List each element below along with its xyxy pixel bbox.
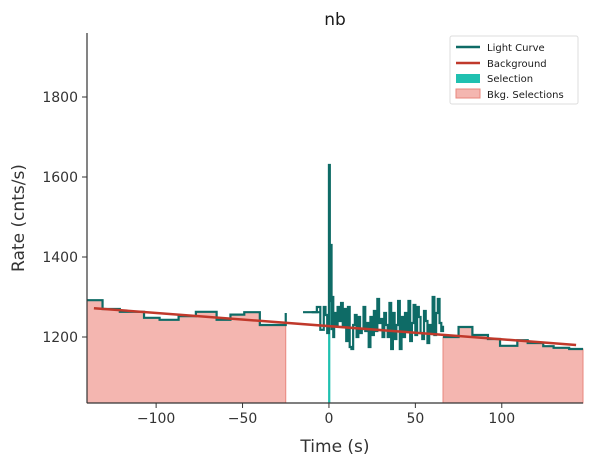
y-tick-label: 1800 [42, 90, 78, 106]
light-curve-segment-4 [443, 325, 583, 351]
x-ticks: −100 −50 0 50 100 [137, 403, 515, 427]
legend-swatch-selection [456, 74, 480, 83]
x-tick-label: 100 [488, 411, 515, 427]
y-ticks: 1200 1400 1600 1800 [42, 90, 87, 346]
plot-fills [86, 165, 584, 404]
plot-lines [87, 163, 583, 351]
legend-swatch-bkg-selections [455, 88, 481, 99]
legend-label-light-curve: Light Curve [487, 43, 545, 54]
background-line [93, 306, 577, 347]
y-tick-label: 1600 [42, 170, 78, 186]
light-curve-segment-3 [311, 163, 445, 351]
y-axis-label: Rate (cnts/s) [9, 164, 29, 272]
axes [86, 33, 583, 404]
x-axis-label: Time (s) [299, 437, 369, 457]
x-tick-label: 0 [324, 411, 333, 427]
y-tick-label: 1400 [42, 250, 78, 266]
legend-box [449, 35, 579, 105]
chart-title: nb [324, 10, 346, 30]
bkg-selection-region-2 [442, 326, 584, 404]
y-tick-label: 1200 [42, 330, 78, 346]
legend: Light Curve Background Selection Bkg. Se… [449, 35, 579, 105]
legend-label-selection: Selection [487, 74, 533, 85]
legend-label-bkg-selections: Bkg. Selections [487, 90, 564, 101]
x-tick-label: −100 [137, 411, 175, 427]
x-tick-label: −50 [228, 411, 258, 427]
x-tick-label: 50 [406, 411, 424, 427]
legend-label-background: Background [487, 59, 547, 70]
